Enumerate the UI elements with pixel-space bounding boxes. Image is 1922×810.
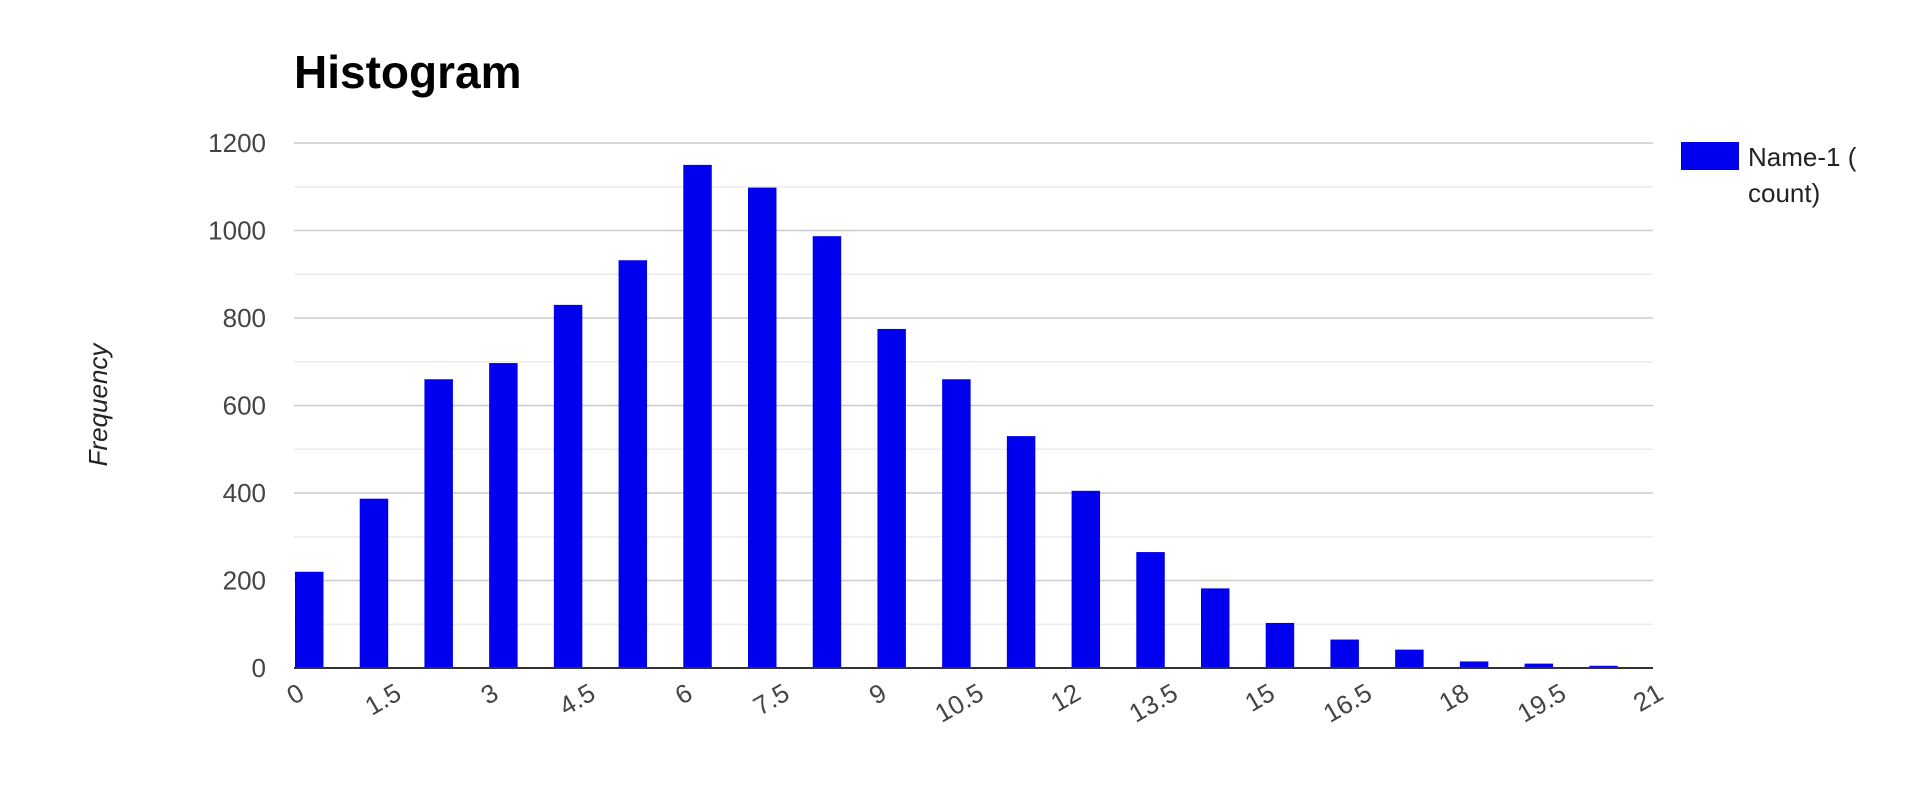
x-tick-label: 1.5: [360, 677, 406, 721]
x-tick-label: 0: [281, 677, 309, 710]
x-tick-label: 15: [1240, 677, 1280, 717]
x-tick-label: 10.5: [930, 677, 989, 728]
y-axis-ticks: 0 200 400 600 800 1000 1200: [208, 128, 266, 683]
x-tick-label: 4.5: [554, 677, 600, 721]
x-tick-label: 19.5: [1512, 677, 1571, 728]
legend-label-line2: count): [1748, 178, 1820, 208]
x-axis-ticks: 0 1.5 3 4.5 6 7.5 9 10.5 12 13.5 15 16.5 18 19.5 21: [281, 677, 1668, 728]
y-tick-label: 0: [252, 653, 266, 683]
histogram-bar: [748, 187, 777, 668]
y-tick-label: 1200: [208, 128, 266, 158]
x-tick-label: 7.5: [748, 677, 794, 721]
x-tick-label: 6: [670, 677, 698, 710]
x-tick-label: 18: [1434, 677, 1474, 717]
x-tick-label: 21: [1628, 677, 1668, 717]
histogram-bar: [1459, 661, 1489, 668]
histogram-bar: [683, 164, 712, 668]
histogram-bar: [1201, 588, 1230, 668]
histogram-bar: [553, 304, 583, 668]
y-tick-label: 400: [223, 478, 266, 508]
histogram-bar: [1395, 649, 1424, 668]
legend-label-line1: Name-1 (: [1748, 142, 1857, 172]
histogram-bar: [359, 498, 389, 668]
histogram-bar: [1589, 665, 1618, 668]
histogram-bar: [424, 379, 453, 668]
y-tick-label: 600: [223, 391, 266, 421]
chart-title: Histogram: [294, 46, 521, 98]
y-tick-label: 200: [223, 566, 266, 596]
x-tick-label: 12: [1046, 677, 1086, 717]
histogram-bar: [1524, 663, 1554, 668]
histogram-bar: [618, 260, 648, 668]
gridlines: [294, 142, 1653, 625]
histogram-bar: [1265, 622, 1295, 668]
histogram-bar: [877, 328, 906, 668]
histogram-bar: [489, 363, 518, 668]
x-tick-label: 16.5: [1318, 677, 1377, 728]
bars: [295, 164, 1618, 668]
legend: Name-1 ( count): [1681, 142, 1857, 208]
x-tick-label: 13.5: [1124, 677, 1183, 728]
y-tick-label: 800: [223, 303, 266, 333]
histogram-bar: [1330, 639, 1359, 668]
x-tick-label: 9: [864, 677, 892, 710]
x-tick-label: 3: [476, 677, 504, 710]
histogram-bar: [1006, 436, 1036, 668]
histogram-bar: [1136, 552, 1165, 668]
histogram-bar: [942, 379, 971, 668]
histogram-bar: [812, 236, 842, 668]
y-tick-label: 1000: [208, 216, 266, 246]
legend-swatch: [1681, 142, 1739, 170]
histogram-bar: [1071, 490, 1101, 668]
histogram-bar: [295, 571, 324, 668]
y-axis-label: Frequency: [83, 342, 113, 467]
